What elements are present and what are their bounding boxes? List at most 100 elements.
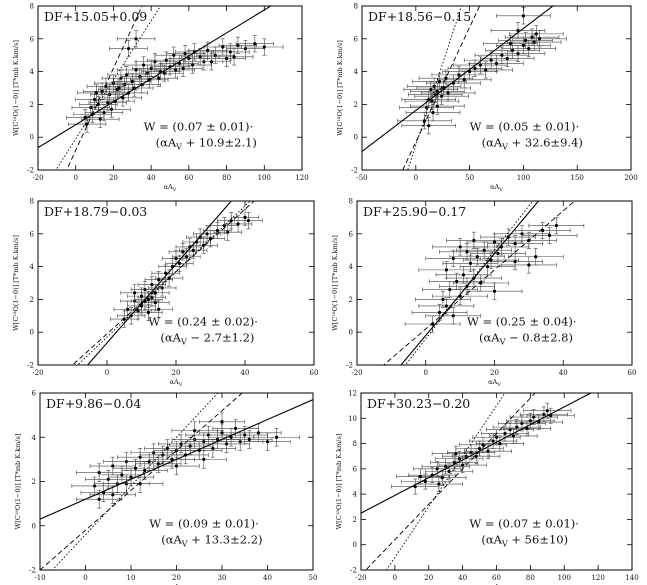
- data-point: [405, 104, 461, 122]
- y-tick-label: 4: [30, 263, 35, 271]
- y-tick-label: 0: [353, 541, 357, 549]
- data-point: [71, 476, 118, 496]
- y-tick-label: 4: [30, 68, 35, 76]
- fit-equation-line2: (αAV + 56±10): [481, 533, 568, 549]
- y-tick-label: 4: [32, 434, 37, 442]
- y-tick-label: 0: [30, 134, 34, 142]
- data-point: [141, 294, 170, 312]
- data-point: [234, 212, 263, 230]
- data-point: [76, 490, 123, 509]
- y-tick-label: 6: [32, 390, 37, 398]
- x-tick-label: 20: [109, 174, 118, 182]
- x-tick-label: 80: [526, 574, 535, 582]
- x-tick-label: 40: [241, 369, 250, 377]
- y-tick-label: 4: [353, 491, 358, 499]
- x-axis-label: αAV: [164, 183, 177, 193]
- data-point: [414, 87, 469, 105]
- eq-subscript: V: [499, 338, 506, 347]
- x-tick-label: 40: [263, 574, 272, 582]
- data-point: [432, 287, 488, 305]
- y-tick-label: 10: [348, 415, 357, 423]
- data-point: [165, 45, 205, 63]
- eq-subscript: V: [175, 143, 182, 152]
- data-points: [391, 402, 575, 495]
- data-point: [519, 406, 568, 423]
- fit-equation-line2: (αAV + 32.6±9.4): [482, 136, 583, 152]
- y-axis-label: W[C¹⁸O(1−0)] [T*mb K.km/s]: [331, 235, 339, 331]
- eq-prefix: (αA: [161, 533, 182, 547]
- data-point: [211, 43, 250, 61]
- data-point: [396, 468, 445, 485]
- data-point: [81, 110, 120, 128]
- x-tick-label: 60: [184, 174, 193, 182]
- y-tick-label: 2: [30, 101, 34, 109]
- y-axis-label: W[C¹⁸O(1−0)] [T*mb K.km/s]: [12, 235, 20, 331]
- data-point: [422, 281, 478, 299]
- data-point: [180, 450, 227, 469]
- data-point: [214, 48, 254, 66]
- fit-equation-line2: (αAV + 10.9±2.1): [156, 136, 257, 152]
- x-tick-label: 50: [465, 174, 474, 182]
- eq-tail: − 0.8±2.8): [505, 331, 573, 345]
- x-tick-label: 60: [310, 369, 319, 377]
- data-points: [404, 217, 585, 333]
- data-point: [514, 414, 563, 430]
- data-point: [501, 256, 557, 274]
- data-point: [144, 439, 191, 458]
- data-point: [89, 456, 136, 476]
- data-point: [420, 84, 476, 102]
- y-axis-label: W[C¹⁸O(1−0)] [T*mb K.km/s]: [336, 40, 344, 136]
- fit-equation-line1: W = (0.24 ± 0.02)·: [148, 315, 258, 329]
- data-point: [75, 90, 114, 108]
- panel-title: DF+18.56−0.15: [368, 9, 471, 24]
- data-point: [485, 41, 540, 59]
- chart-panel-1: -20 0 20 40 60 80 100 120-202468DF+15.05+0.09W …: [12, 3, 309, 194]
- x-tick-label: 10: [127, 574, 136, 582]
- data-point: [107, 467, 155, 487]
- y-tick-label: -2: [27, 362, 34, 370]
- data-point: [76, 463, 123, 482]
- panel-title: DF+15.05+0.09: [44, 9, 147, 24]
- data-point: [198, 412, 246, 431]
- data-point: [123, 302, 153, 320]
- data-point: [401, 117, 456, 135]
- data-point: [189, 439, 236, 458]
- eq-tail: + 32.6±9.4): [508, 136, 583, 150]
- x-tick-label: 0: [414, 174, 418, 182]
- x-tick-label: 0: [105, 369, 109, 377]
- data-point: [410, 97, 465, 115]
- x-tick-label: 60: [628, 369, 637, 377]
- x-tick-label: 0: [73, 174, 77, 182]
- fit-line-solid: [362, 6, 554, 152]
- data-point: [165, 254, 194, 272]
- data-point: [432, 238, 488, 256]
- fit-equation-line1: W = (0.09 ± 0.01)·: [149, 517, 259, 531]
- fit-line-dashed: [383, 201, 576, 365]
- data-point: [135, 454, 182, 473]
- data-point: [469, 54, 524, 72]
- data-point: [509, 409, 558, 425]
- y-tick-label: 2: [32, 478, 36, 486]
- data-point: [130, 443, 177, 462]
- eq-subscript: V: [180, 338, 187, 347]
- y-tick-label: -2: [346, 362, 353, 370]
- x-tick-label: 20: [172, 574, 181, 582]
- data-point: [212, 419, 259, 438]
- data-point: [203, 222, 232, 240]
- data-point: [498, 31, 553, 49]
- plot-frame: [361, 5, 632, 171]
- data-point: [397, 112, 452, 130]
- x-tick-label: -20: [32, 369, 43, 377]
- data-point: [411, 304, 468, 322]
- data-point: [235, 35, 275, 53]
- data-point: [401, 473, 450, 490]
- data-point: [121, 461, 168, 480]
- y-tick-label: 0: [354, 134, 358, 142]
- data-point: [475, 435, 524, 452]
- x-tick-label: -20: [32, 174, 43, 182]
- plot-frame: [37, 5, 303, 171]
- data-point: [512, 30, 567, 48]
- x-tick-label: 20: [490, 369, 499, 377]
- data-point: [428, 272, 485, 290]
- eq-prefix: (αA: [482, 136, 503, 150]
